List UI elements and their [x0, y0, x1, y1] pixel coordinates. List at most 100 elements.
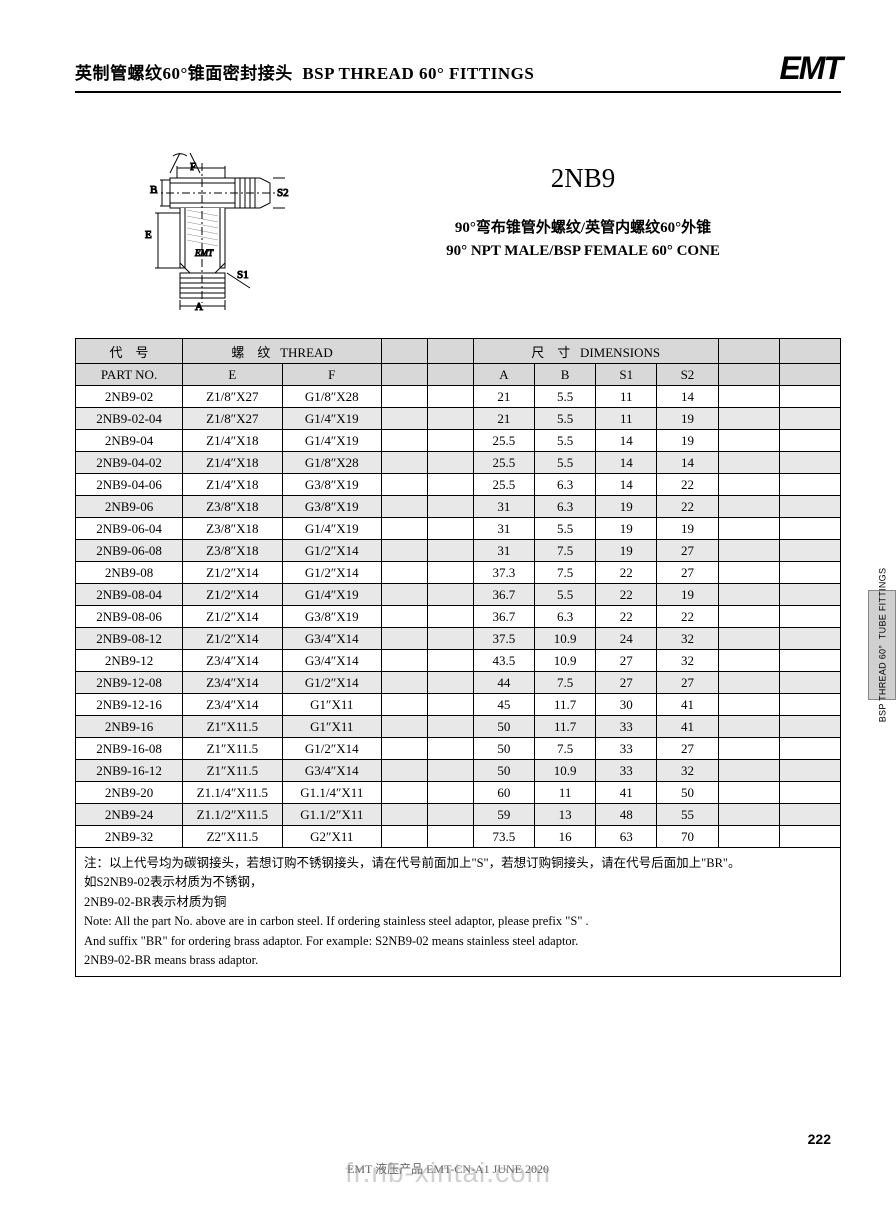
cell-s2: 27: [657, 738, 718, 760]
cell-s2: 27: [657, 540, 718, 562]
svg-text:EMT: EMT: [194, 248, 214, 258]
table-row: 2NB9-32Z2″X11.5G2″X1173.5166370: [76, 826, 841, 848]
cell-b: 10.9: [534, 650, 595, 672]
cell-a: 21: [473, 386, 534, 408]
svg-text:F: F: [190, 161, 196, 173]
product-title-block: 2NB9 90°弯布锥管外螺纹/英管内螺纹60°外锥 90° NPT MALE/…: [325, 138, 841, 313]
table-row: 2NB9-04-06Z1/4″X18G3/8″X1925.56.31422: [76, 474, 841, 496]
cell-s1: 24: [596, 628, 657, 650]
cell-a: 21: [473, 408, 534, 430]
cell-pn: 2NB9-16-08: [76, 738, 183, 760]
cell-e: Z1/4″X18: [183, 452, 282, 474]
cell-pn: 2NB9-04-02: [76, 452, 183, 474]
cell-a: 73.5: [473, 826, 534, 848]
cell-a: 59: [473, 804, 534, 826]
cell-s1: 30: [596, 694, 657, 716]
cell-pn: 2NB9-06-08: [76, 540, 183, 562]
cell-s2: 27: [657, 672, 718, 694]
cell-a: 50: [473, 738, 534, 760]
cell-s1: 33: [596, 716, 657, 738]
cell-pn: 2NB9-08-12: [76, 628, 183, 650]
cell-pn: 2NB9-08-06: [76, 606, 183, 628]
side-tab: BSP THREAD 60° TUBE FITTINGS: [868, 590, 896, 700]
product-desc-en: 90° NPT MALE/BSP FEMALE 60° CONE: [325, 243, 841, 260]
cell-pn: 2NB9-02: [76, 386, 183, 408]
product-code: 2NB9: [325, 163, 841, 194]
cell-b: 11.7: [534, 694, 595, 716]
cell-f: G1/4″X19: [282, 430, 381, 452]
cell-s2: 27: [657, 562, 718, 584]
cell-b: 5.5: [534, 430, 595, 452]
cell-f: G1/2″X14: [282, 672, 381, 694]
cell-pn: 2NB9-08: [76, 562, 183, 584]
hdr-partno-cn: 代 号: [76, 339, 183, 364]
brand-logo: EMT: [779, 50, 841, 87]
cell-b: 11.7: [534, 716, 595, 738]
cell-s1: 22: [596, 606, 657, 628]
cell-s2: 55: [657, 804, 718, 826]
cell-e: Z1/2″X14: [183, 562, 282, 584]
cell-f: G3/8″X19: [282, 474, 381, 496]
cell-b: 11: [534, 782, 595, 804]
cell-f: G1/2″X14: [282, 562, 381, 584]
cell-f: G3/8″X19: [282, 606, 381, 628]
table-row: 2NB9-08-04Z1/2″X14G1/4″X1936.75.52219: [76, 584, 841, 606]
hdr-E: E: [183, 364, 282, 386]
cell-pn: 2NB9-02-04: [76, 408, 183, 430]
cell-s1: 14: [596, 474, 657, 496]
cell-f: G2″X11: [282, 826, 381, 848]
cell-b: 7.5: [534, 540, 595, 562]
table-row: 2NB9-02Z1/8″X27G1/8″X28215.51114: [76, 386, 841, 408]
cell-pn: 2NB9-32: [76, 826, 183, 848]
cell-a: 25.5: [473, 474, 534, 496]
specifications-table: 代 号 螺 纹 THREAD 尺 寸 DIMENSIONS PART NO. E…: [75, 338, 841, 977]
cell-s2: 19: [657, 584, 718, 606]
cell-a: 45: [473, 694, 534, 716]
table-row: 2NB9-12Z3/4″X14G3/4″X1443.510.92732: [76, 650, 841, 672]
cell-f: G1/4″X19: [282, 518, 381, 540]
table-row: 2NB9-08-06Z1/2″X14G3/8″X1936.76.32222: [76, 606, 841, 628]
cell-b: 6.3: [534, 496, 595, 518]
cell-s2: 41: [657, 694, 718, 716]
cell-s1: 41: [596, 782, 657, 804]
cell-b: 5.5: [534, 518, 595, 540]
cell-f: G3/4″X14: [282, 628, 381, 650]
cell-e: Z2″X11.5: [183, 826, 282, 848]
cell-b: 16: [534, 826, 595, 848]
hdr-S1: S1: [596, 364, 657, 386]
table-note-row: 注：以上代号均为碳钢接头，若想订购不锈钢接头，请在代号前面加上"S"，若想订购铜…: [76, 848, 841, 977]
cell-s2: 22: [657, 606, 718, 628]
cell-s2: 14: [657, 452, 718, 474]
cell-a: 37.3: [473, 562, 534, 584]
hdr-A: A: [473, 364, 534, 386]
cell-e: Z1.1/4″X11.5: [183, 782, 282, 804]
table-row: 2NB9-08-12Z1/2″X14G3/4″X1437.510.92432: [76, 628, 841, 650]
cell-pn: 2NB9-12-16: [76, 694, 183, 716]
cell-s1: 11: [596, 386, 657, 408]
cell-s1: 19: [596, 496, 657, 518]
table-row: 2NB9-16Z1″X11.5G1″X115011.73341: [76, 716, 841, 738]
cell-s1: 48: [596, 804, 657, 826]
cell-f: G1.1/4″X11: [282, 782, 381, 804]
cell-b: 6.3: [534, 474, 595, 496]
cell-a: 50: [473, 716, 534, 738]
cell-e: Z1/2″X14: [183, 606, 282, 628]
technical-diagram: F B S2 EMT: [95, 138, 325, 313]
table-row: 2NB9-24Z1.1/2″X11.5G1.1/2″X1159134855: [76, 804, 841, 826]
hdr-B: B: [534, 364, 595, 386]
cell-f: G1″X11: [282, 716, 381, 738]
side-tab-label: BSP THREAD 60° TUBE FITTINGS: [877, 568, 887, 723]
cell-s1: 33: [596, 760, 657, 782]
hdr-partno-en: PART NO.: [76, 364, 183, 386]
cell-e: Z3/4″X14: [183, 694, 282, 716]
svg-text:S1: S1: [237, 269, 249, 281]
cell-s1: 33: [596, 738, 657, 760]
cell-f: G3/4″X14: [282, 650, 381, 672]
cell-pn: 2NB9-12: [76, 650, 183, 672]
cell-e: Z1″X11.5: [183, 738, 282, 760]
cell-pn: 2NB9-04-06: [76, 474, 183, 496]
cell-s2: 19: [657, 518, 718, 540]
cell-b: 13: [534, 804, 595, 826]
cell-e: Z1/4″X18: [183, 474, 282, 496]
page-header: 英制管螺纹60°锥面密封接头 BSP THREAD 60° FITTINGS E…: [75, 50, 841, 93]
